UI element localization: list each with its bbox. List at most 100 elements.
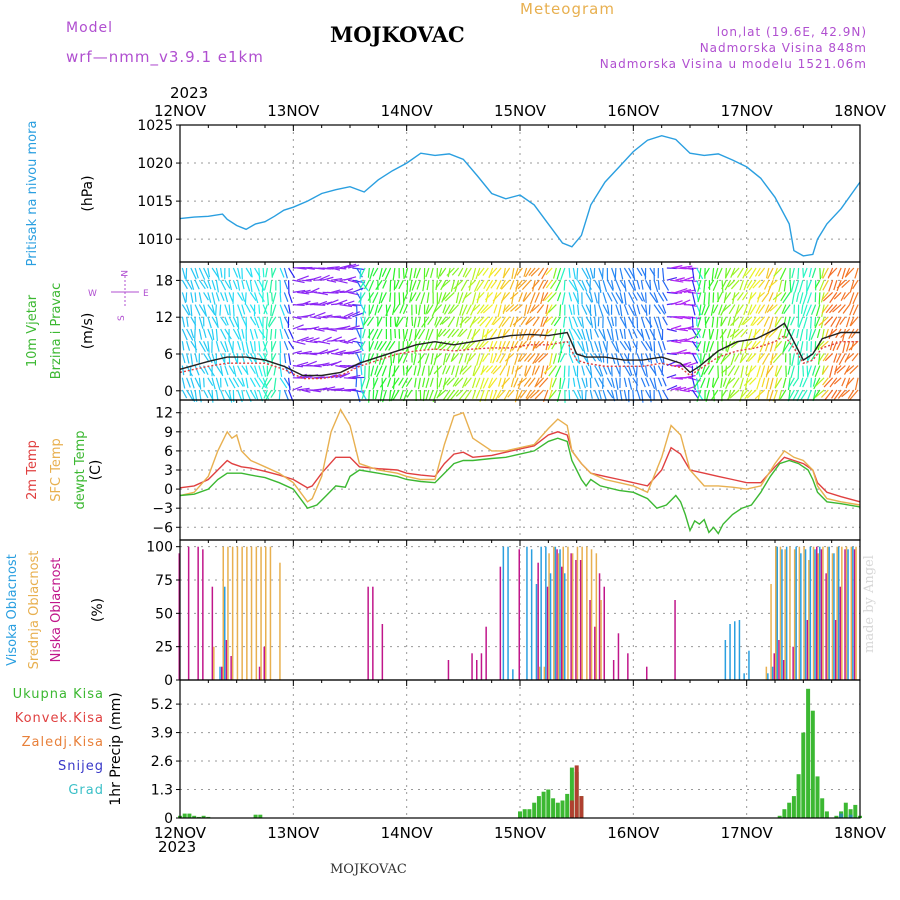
wind-barb: [523, 304, 528, 316]
wind-barb: [278, 389, 281, 400]
y-tick-label: 1020: [137, 156, 173, 172]
wind-barb: [330, 360, 342, 367]
wind-barb: [606, 389, 614, 399]
wind-barb: [754, 389, 766, 400]
bar-clouds-Niska: [646, 666, 648, 680]
lonlat-info: lon,lat (19.6E, 42.9N): [716, 25, 867, 39]
wind-barb: [374, 365, 379, 376]
wind-barb: [379, 340, 387, 352]
wind-barb: [511, 340, 519, 351]
wind-barb: [360, 377, 366, 390]
wind-barb: [384, 267, 392, 280]
wind-barb: [540, 316, 545, 327]
wind-barb: [519, 328, 523, 339]
wind-barb: [525, 389, 532, 399]
wind-barb: [203, 389, 209, 399]
wind-barb: [671, 340, 682, 344]
wind-barb: [368, 365, 370, 379]
wind-barb: [207, 267, 211, 278]
x-tick-label: 12NOV: [154, 102, 207, 120]
bar-clouds-Visoka: [507, 546, 509, 680]
wind-barb: [844, 267, 855, 278]
wind-barb: [186, 304, 191, 316]
x-tick-label: 13NOV: [267, 102, 320, 120]
wind-barb: [203, 328, 207, 339]
wind-barb: [343, 300, 355, 306]
wind-barb: [368, 279, 375, 292]
wind-barb: [309, 337, 320, 342]
wind-barb: [796, 328, 800, 339]
wind-barb: [530, 267, 540, 277]
wind-barb: [806, 292, 812, 304]
wind-barb: [747, 304, 753, 316]
bar-clouds-Niska: [518, 549, 520, 680]
wind-barb: [649, 292, 658, 303]
wind-barb: [441, 316, 451, 325]
y-tick-label: 1010: [137, 232, 173, 248]
wind-barb: [322, 301, 333, 306]
wind-barb: [619, 353, 626, 364]
wind-barb: [198, 316, 204, 329]
wind-barb: [780, 292, 787, 302]
bar-clouds-Niska: [773, 653, 775, 680]
wind-barb: [366, 316, 375, 327]
wind-barb: [534, 365, 540, 375]
wind-barb: [339, 325, 351, 330]
wind-barb: [483, 328, 494, 338]
wind-barb: [841, 279, 851, 288]
wind-barb: [796, 389, 804, 402]
wind-barb: [733, 365, 740, 376]
wind-barb: [422, 280, 426, 292]
wind-barb: [645, 340, 653, 352]
bar-clouds-Srednja: [826, 546, 829, 680]
wind-barb: [636, 328, 644, 338]
wind-barb: [584, 389, 587, 400]
wind-barb: [532, 353, 540, 365]
wind-barb: [513, 267, 519, 280]
wind-barb: [798, 316, 804, 329]
wind-barb: [198, 377, 202, 390]
bar-clouds-Srednja: [269, 546, 272, 680]
wind-barb: [679, 288, 692, 293]
bar-clouds-Niska: [367, 586, 369, 680]
wind-barb: [402, 353, 409, 364]
wind-barb: [598, 304, 604, 318]
wind-barb: [785, 328, 791, 338]
wind-barb: [589, 316, 594, 328]
wind-barb: [757, 353, 766, 362]
wind-barb: [499, 353, 506, 364]
wind-barb: [476, 279, 485, 292]
bar-clouds-Niska: [561, 566, 563, 680]
wind-arrow-field: [181, 263, 859, 403]
wind-barb: [606, 304, 610, 316]
wind-barb: [292, 324, 304, 330]
wind-barb: [437, 267, 443, 280]
wind-barb: [661, 365, 664, 375]
wind-barb: [725, 365, 727, 376]
wind-barb: [326, 348, 339, 354]
wind-barb: [723, 292, 727, 304]
wind-barb: [764, 279, 770, 290]
wind-barb: [215, 267, 220, 281]
bar-clouds-Visoka: [738, 620, 741, 680]
wind-barb: [741, 292, 749, 301]
wind-barb: [220, 267, 223, 278]
wind-barb: [834, 365, 842, 373]
wind-barb: [611, 292, 619, 305]
bar-clouds-Visoka: [776, 546, 778, 680]
bar-clouds-Visoka: [847, 549, 849, 680]
wind-barb: [812, 365, 817, 376]
wind-barb: [712, 292, 715, 303]
wind-barb: [511, 365, 515, 375]
wind-barb: [181, 292, 187, 304]
wind-barb: [331, 352, 343, 356]
wind-barb: [803, 267, 808, 277]
wind-barb: [805, 328, 808, 340]
wind-barb: [237, 304, 243, 317]
wind-barb: [840, 292, 846, 301]
wind-barb: [818, 316, 829, 326]
wind-barb: [662, 389, 669, 401]
wind-barb: [545, 341, 549, 351]
wind-barb: [265, 267, 268, 278]
